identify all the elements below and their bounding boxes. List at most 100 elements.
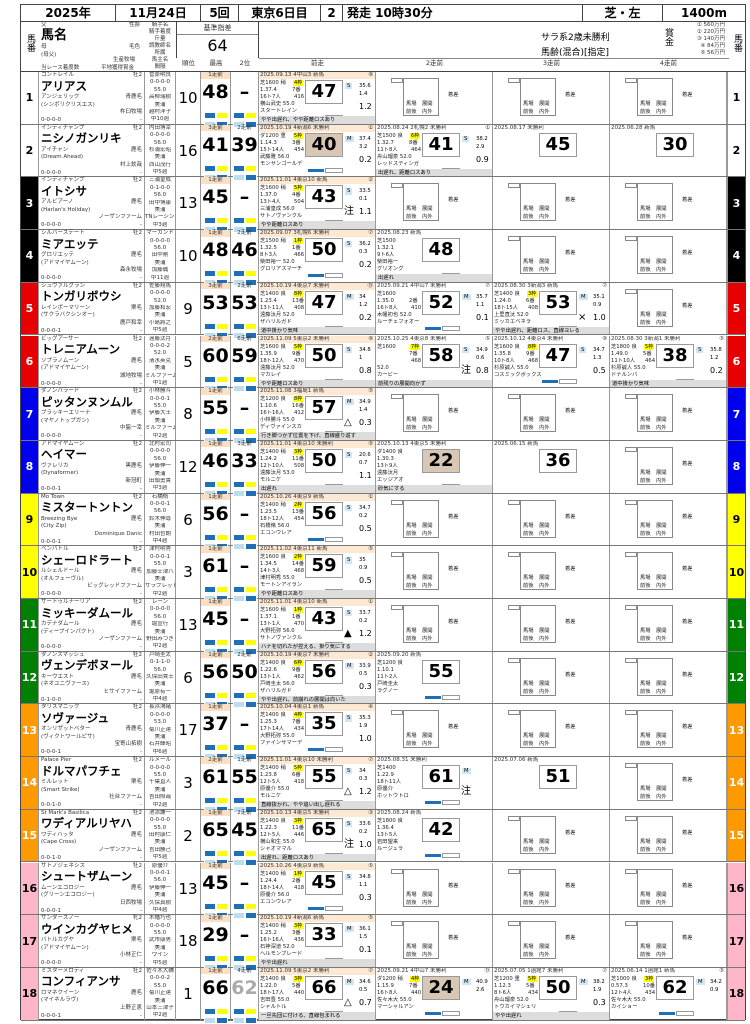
empty-naigai: 内外: [656, 899, 667, 906]
breeder: 社台ファーム: [109, 794, 142, 801]
best-score-value: 53: [202, 291, 229, 314]
best-score-value: 45: [202, 608, 229, 630]
owner: 石井輝昭: [148, 741, 171, 748]
surf: 芝1500 稍: [260, 238, 286, 245]
pace: M: [345, 135, 354, 142]
past-race-empty: 馬場 展開 前後 内外 着差: [610, 704, 727, 757]
pace: S: [579, 346, 587, 353]
empty-tenkai: 展開: [656, 733, 667, 740]
gate-badge: 8枠: [293, 396, 304, 403]
jrec: 0-0-0-2: [150, 342, 170, 349]
jk: 佐々木大 55.0: [611, 996, 646, 1003]
earned-prize: -: [140, 907, 142, 914]
empty-baba: 馬場: [523, 522, 534, 529]
empty-baba: 馬場: [640, 522, 651, 529]
last-3f: 34.8: [359, 346, 371, 353]
race-info: 2025.07.05 1函館7 未勝利: [494, 967, 564, 974]
rank: 2: [176, 809, 201, 862]
field: 12ト10人: [260, 462, 285, 469]
past-race-1: 2025.11.01 4東京10 新馬 ① 芝1600 稍 1.37.1 13ト1人 大野…: [259, 599, 376, 651]
condition-tag: [232, 437, 245, 445]
past-race-empty: 馬場 展開 前後 内外 着差: [493, 546, 610, 598]
placeholder-box: [637, 394, 673, 433]
jk: 遠藤汰月 52.0: [260, 364, 295, 371]
past-race-1: 2025.11.01 4東京10 新馬 ② 芝1600 稍 1.37.0 13ト4人 三浦…: [259, 177, 376, 230]
condition-tag: [203, 112, 216, 119]
condition-tag: [244, 121, 257, 128]
best-score: 1走前 48: [201, 230, 231, 287]
pace: M: [462, 293, 471, 300]
empty-chakusa: 着差: [448, 92, 459, 98]
past-race-1: 2025.09.07 3札幌6 未勝利 ⑦ 芝1500 稍 1.32.5 8ト3人 柴田裕…: [259, 230, 376, 282]
pace: S: [462, 346, 470, 353]
field: 18ト14人: [260, 884, 285, 891]
empty-zengo: 前後: [406, 530, 417, 537]
placeholder-box: [625, 78, 637, 83]
empty-baba: 馬場: [640, 206, 651, 213]
earned-prize: -: [140, 433, 142, 440]
umaban-label: 馬番: [25, 34, 35, 52]
race-info-background: [259, 388, 375, 396]
past-race-empty: 馬場 展開 前後 内外 着差: [610, 177, 727, 230]
trainer: 久保田貴士: [146, 673, 174, 680]
past-race-3: 2025.08.30 3新潟3 新馬 ⑦ 芝1400 良 1.24.0 18ト15人 上里…: [493, 282, 610, 335]
empty-tenkai: 展開: [539, 575, 550, 582]
weight: 56.0: [153, 139, 167, 146]
past-race-2: 2025.10.13 4東京5 未勝利 ダ1400 良 1.30.3 13ト9人 遠藤汰…: [376, 440, 493, 493]
empty-zengo: 前後: [523, 741, 534, 748]
race-info-background: [259, 546, 375, 554]
pace: S: [345, 504, 353, 511]
surf: 芝1800 良: [377, 817, 403, 824]
condition-tag: [244, 753, 257, 761]
surf: 芝1800 良: [611, 343, 637, 350]
jrec: 0-0-0-0: [150, 132, 170, 139]
condition-tag: [215, 217, 228, 225]
placeholder-box: [391, 78, 403, 83]
second-score-tags: [231, 584, 258, 603]
empty-chakusa: 着差: [565, 250, 576, 257]
past-race-1: 2025.11.09 5東京2 未勝利 ⑨ 芝1600 良 1.35.9 18ト12人遠…: [259, 335, 376, 388]
best-score-value: 48: [202, 239, 229, 262]
condition-tag: [203, 164, 216, 172]
margin: 0.8: [359, 365, 372, 375]
margin: 0.5: [359, 576, 372, 586]
earned-prize: -: [140, 275, 142, 282]
empty-baba: 馬場: [523, 575, 534, 582]
empty-chakusa: 着差: [682, 302, 693, 309]
field: 13ト4人: [260, 199, 281, 206]
winner: エコンウレア: [260, 529, 292, 536]
margin: 0.5: [593, 365, 606, 375]
time: 1.23.8: [260, 772, 277, 779]
rank: 12: [176, 440, 201, 493]
condition-tag: [232, 164, 245, 172]
second-score: –: [231, 915, 259, 972]
placeholder-box: [508, 552, 520, 558]
jk: 小林勝斗 55.0: [260, 417, 295, 424]
past-race-empty: 馬場 展開 前後 内外 着差: [493, 651, 610, 704]
empty-chakusa: 着差: [682, 671, 693, 678]
empty-tenkai: 展開: [539, 522, 550, 529]
coat: 黒鹿毛: [125, 462, 142, 469]
race-comment: 出遅れ: [259, 484, 375, 493]
time: 1.25.3: [260, 719, 277, 726]
margin: 0.3: [359, 681, 372, 691]
affil: 美浦: [154, 786, 166, 793]
condition-tag: [215, 480, 228, 488]
second-score-tags: [231, 426, 258, 445]
best-score-value: 29: [202, 924, 229, 947]
past-race-empty: 馬場 展開 前後 内外 着差: [376, 177, 493, 230]
finish-order: ⑬: [367, 282, 373, 289]
affil: 美浦: [154, 312, 166, 319]
winner: ルーチェフォオー: [377, 318, 420, 325]
empty-zengo: 前後: [640, 530, 651, 537]
gate-badge: 6枠: [410, 132, 421, 139]
rank: 6: [176, 493, 201, 546]
empty-naigai: 内外: [539, 214, 550, 221]
past-race-3: 2025.08.17 未勝利 45: [493, 124, 610, 177]
empty-chakusa: 着差: [682, 566, 693, 573]
condition-tag: [215, 797, 228, 805]
horse-info: アドマイヤムーン 牡2 ヘイマー ヴァレリカ 黒鹿毛 (Dynaformer) 新冠町 0-0…: [39, 440, 145, 493]
condition-tag: [244, 902, 257, 910]
empty-naigai: 内外: [656, 846, 667, 853]
horse-number-right: 3: [727, 177, 745, 230]
